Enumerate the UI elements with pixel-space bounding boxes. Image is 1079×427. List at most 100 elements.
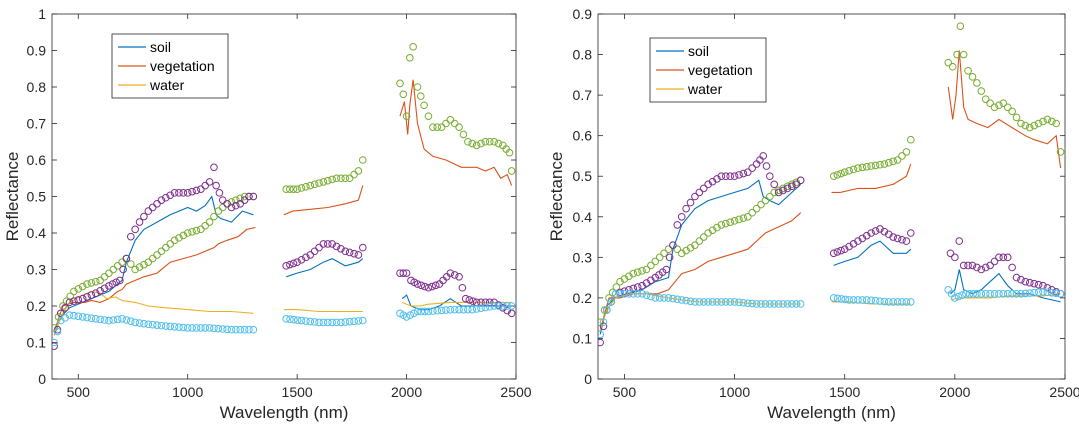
chart-panel-2: 500 1000 1500 2000 2500 0 0.1 0.2 0.3 0.4 0.5 0.6 0.… [547,6,1079,422]
data-point [240,325,249,334]
data-point [599,318,608,327]
data-point [162,193,170,202]
data-point [166,191,174,200]
data-point [829,294,838,302]
marker-series-water_marker [52,302,516,347]
data-point [201,181,210,190]
data-point [227,198,236,206]
data-point [691,298,699,306]
data-point [323,176,332,185]
data-point [319,240,328,248]
data-point [417,307,425,316]
data-point [739,214,748,222]
data-point [494,139,503,148]
data-point [323,240,332,248]
data-point [78,294,87,303]
data-point [695,298,704,306]
data-point [341,247,350,256]
data-point [437,123,446,131]
data-point [1003,290,1012,298]
data-point [902,148,911,156]
data-point [999,290,1008,298]
data-point [218,196,227,204]
y-tick-label: 0.9 [27,43,47,59]
data-point [323,318,332,327]
data-point [1039,288,1047,296]
data-point [472,305,481,313]
data-point [600,306,609,314]
data-point [752,204,761,213]
data-point [468,139,477,148]
data-point [867,162,875,170]
data-point [730,298,739,306]
data-point [205,178,214,186]
data-point [413,307,422,316]
data-point [673,245,682,254]
data-point [218,203,227,212]
data-point [227,203,236,212]
data-point [766,172,774,181]
data-point [290,315,298,324]
data-point [889,233,897,241]
data-point [968,261,977,270]
data-point [236,200,245,208]
data-point [770,188,779,197]
data-point [240,196,249,204]
legend-label-soil: soil [688,43,709,59]
y-tick-label: 0.4 [573,209,593,225]
data-point [148,320,157,329]
data-point [761,300,770,308]
data-point [713,298,721,306]
data-point [625,285,633,294]
data-point [413,280,422,288]
data-point [350,317,358,326]
data-point [118,314,126,323]
data-point [655,253,664,262]
data-point [424,307,433,316]
data-point [286,185,294,193]
data-point [662,265,671,274]
data-point [721,172,730,181]
data-point [337,174,345,183]
data-point [669,294,677,303]
data-point [699,298,708,306]
data-point [315,243,323,252]
data-point [332,318,341,327]
data-point [1043,283,1052,292]
data-point [249,192,258,201]
data-point [607,298,616,306]
data-point [410,309,418,318]
data-point [691,192,699,201]
data-point [406,311,415,319]
data-point [1021,289,1030,298]
data-point [78,313,87,321]
data-point [446,305,455,314]
data-point [494,302,503,310]
data-point [286,260,294,269]
data-point [105,269,113,277]
data-point [1039,117,1047,126]
data-point [420,101,428,110]
data-point [743,212,752,221]
data-point [951,253,959,262]
data-point [328,175,336,184]
data-point [416,92,425,100]
data-point [406,54,414,62]
data-point [455,305,463,314]
data-point [310,180,319,189]
data-point [1034,288,1043,297]
data-point [282,185,290,193]
data-point [664,245,673,254]
data-point [647,261,655,270]
data-point [743,168,752,176]
data-point [421,282,429,291]
data-point [433,123,442,131]
legend: soil vegetation water [649,37,767,103]
data-point [472,141,481,150]
x-tick-label: 1000 [172,384,203,400]
data-point [1043,288,1052,297]
data-point [140,212,148,221]
data-point [175,234,183,242]
x-axis-title: Wavelength (nm) [220,403,349,422]
